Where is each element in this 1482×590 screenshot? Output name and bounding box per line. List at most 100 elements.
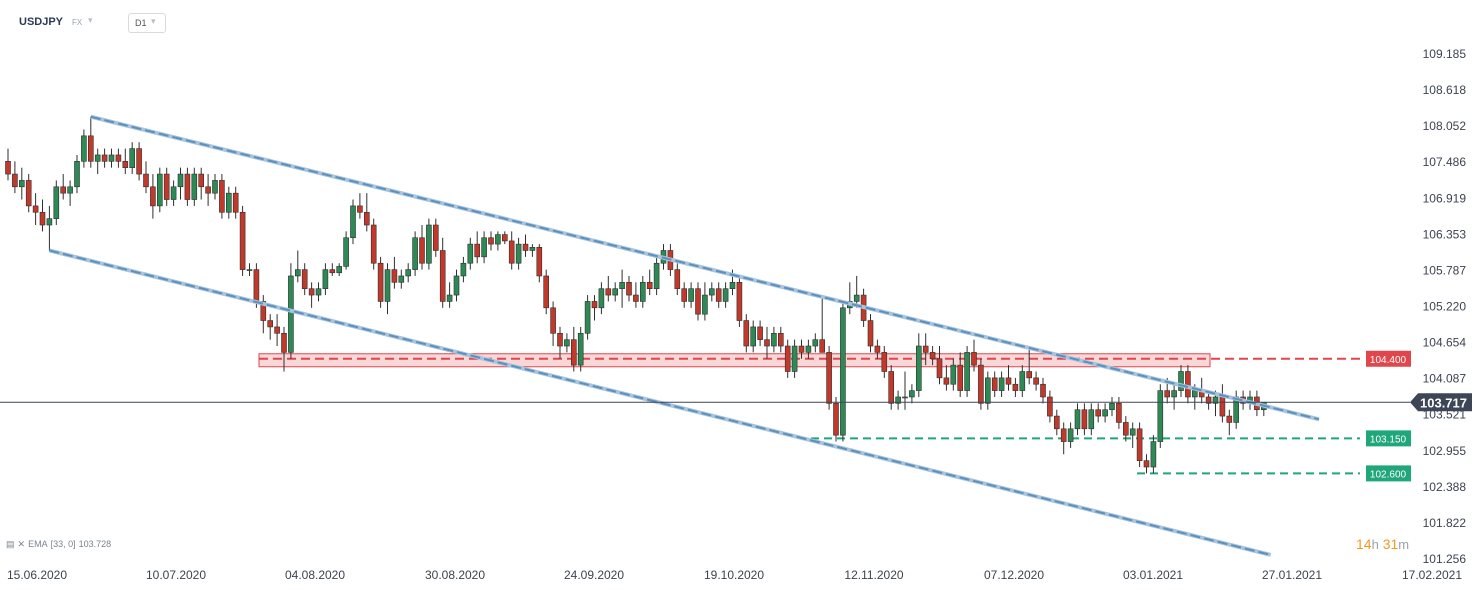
y-tick-label: 108.618 <box>1423 83 1467 97</box>
candle-body <box>639 282 646 302</box>
indicator-icon[interactable]: ▤ <box>6 539 15 549</box>
candle-body <box>495 234 501 245</box>
candle-body <box>170 186 177 200</box>
candle-body <box>115 154 122 162</box>
candle-body <box>1150 441 1157 468</box>
candle-body <box>598 288 605 309</box>
candle-body <box>1033 377 1039 385</box>
candle-body <box>984 377 991 404</box>
support-level-tag: 102.600 <box>1370 469 1407 480</box>
countdown-minutes: 31 <box>1382 536 1399 552</box>
candle-body <box>550 307 556 334</box>
candle-body <box>729 282 736 289</box>
candle-body <box>246 269 253 271</box>
countdown-hours: 14 <box>1356 536 1372 552</box>
close-icon[interactable]: ✕ <box>17 539 26 549</box>
candle-body <box>1026 371 1032 379</box>
market-label: FX <box>72 18 83 27</box>
candle-body <box>853 294 860 302</box>
candle-body <box>150 186 156 207</box>
candle-body <box>108 154 115 162</box>
candle-body <box>1012 383 1019 391</box>
x-tick-label: 03.01.2021 <box>1123 568 1183 582</box>
indicator-value: 103.728 <box>78 539 112 549</box>
candle-body <box>543 275 550 309</box>
candle-body <box>784 345 791 372</box>
candle-body <box>943 377 950 385</box>
candle-body <box>39 211 46 226</box>
candle-body <box>633 294 639 302</box>
candle-body <box>674 269 681 289</box>
x-tick-label: 30.08.2020 <box>425 568 485 582</box>
candle-body <box>419 237 425 264</box>
candle-body <box>481 237 487 258</box>
candle-body <box>205 186 211 194</box>
candle-body <box>1088 409 1095 430</box>
candle-body <box>577 332 584 366</box>
x-tick-label: 07.12.2020 <box>984 568 1044 582</box>
chevron-down-icon[interactable]: ▾ <box>88 15 93 25</box>
candle-body <box>288 275 294 353</box>
candle-body <box>626 282 632 296</box>
candle-body <box>888 371 895 404</box>
x-tick-label: 19.10.2020 <box>704 568 764 582</box>
candle-body <box>840 307 846 436</box>
candle-body <box>315 288 322 296</box>
candle-body <box>488 237 494 245</box>
candle-body <box>377 262 384 302</box>
candle-body <box>5 161 11 175</box>
candle-body <box>432 224 439 251</box>
candle-body <box>88 135 94 162</box>
candle-body <box>605 288 612 296</box>
candle-body <box>826 352 832 404</box>
resistance-level-tag-bg <box>1366 350 1411 367</box>
candle-body <box>426 224 432 264</box>
candle-body <box>1019 371 1026 391</box>
candle-body <box>94 154 101 162</box>
candle-body <box>308 288 315 296</box>
candle-body <box>812 339 819 347</box>
channel-upper-line <box>90 115 1320 421</box>
candle-body <box>370 224 377 264</box>
candle-body <box>991 377 998 391</box>
candle-body <box>212 180 218 194</box>
chart-toolbar: USDJPY FX ▾ D1 ▾ <box>0 0 1400 44</box>
y-tick-label: 106.919 <box>1423 191 1467 205</box>
candle-body <box>60 186 67 194</box>
x-tick-label: 24.09.2020 <box>564 568 624 582</box>
candle-body <box>1205 396 1212 404</box>
candle-body <box>32 205 39 213</box>
candle-body <box>1109 403 1115 411</box>
candle-body <box>1095 409 1101 417</box>
countdown-hours-unit: h <box>1371 537 1379 552</box>
candle-body <box>260 301 267 321</box>
candle-body <box>1129 428 1136 436</box>
candle-body <box>777 332 784 347</box>
candle-body <box>446 294 453 302</box>
candle-body <box>1040 383 1046 398</box>
candle-body <box>971 352 977 366</box>
indicator-legend: ▤ ✕ EMA [33, 0] 103.728 <box>6 539 114 550</box>
candle-body <box>695 288 701 315</box>
symbol-label[interactable]: USDJPY <box>19 16 64 28</box>
candle-body <box>653 262 660 289</box>
candle-body <box>74 161 80 188</box>
candle-body <box>867 320 874 347</box>
candle-body <box>736 282 743 321</box>
x-tick-label: 12.11.2020 <box>844 568 903 582</box>
last-price-tag-bg <box>1410 393 1472 412</box>
candle-body <box>688 288 694 302</box>
indicator-name: EMA <box>28 539 48 549</box>
y-tick-label: 101.256 <box>1423 552 1467 566</box>
candle-body <box>198 173 204 188</box>
candle-body <box>122 161 129 168</box>
y-tick-label: 109.185 <box>1423 47 1467 61</box>
candle-body <box>363 211 370 226</box>
candle-body <box>612 288 619 296</box>
candle-body <box>978 364 984 404</box>
timeframe-select[interactable]: D1 ▾ <box>128 13 166 33</box>
y-tick-label: 105.220 <box>1423 300 1467 314</box>
candle-body <box>412 237 418 270</box>
y-tick-label: 106.353 <box>1423 227 1467 241</box>
